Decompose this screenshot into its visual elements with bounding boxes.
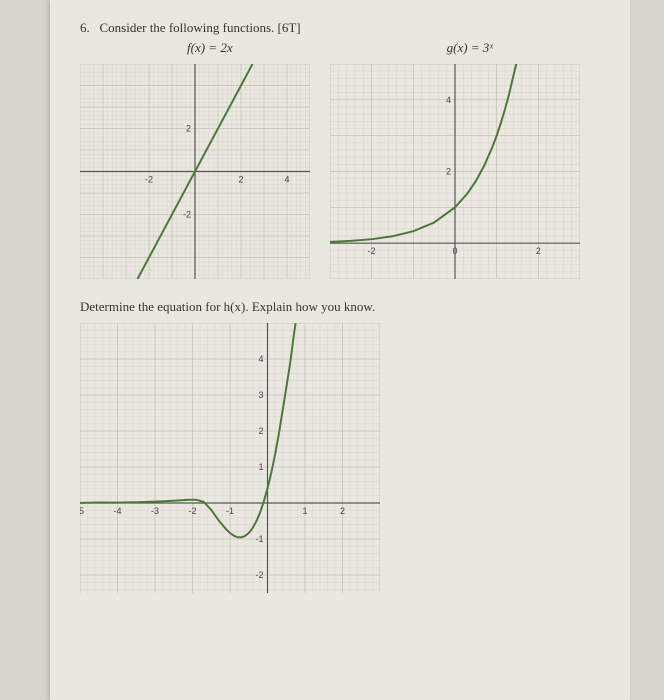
svg-text:-3: -3	[151, 506, 159, 516]
chart-g: -2 0 2 2 4	[330, 64, 580, 279]
problem-text: Consider the following functions. [6T]	[100, 20, 301, 35]
svg-text:4: 4	[258, 354, 263, 364]
svg-text:-2: -2	[368, 246, 376, 256]
svg-text:1: 1	[258, 462, 263, 472]
svg-text:2: 2	[186, 124, 191, 134]
function-f-label: f(x) = 2x	[187, 40, 233, 56]
svg-text:-1: -1	[255, 534, 263, 544]
svg-text:4: 4	[284, 175, 289, 185]
problem-header: 6. Consider the following functions. [6T…	[80, 20, 600, 36]
worksheet-page: 6. Consider the following functions. [6T…	[50, 0, 630, 700]
svg-text:2: 2	[340, 506, 345, 516]
svg-text:-2: -2	[183, 210, 191, 220]
chart-h: -5 -4 -3 -2 -1 1 2 4 3 2 1 -1 -2	[80, 323, 380, 593]
svg-text:2: 2	[536, 246, 541, 256]
functions-row: f(x) = 2x g(x) = 3ˣ	[80, 40, 600, 56]
svg-text:-2: -2	[145, 175, 153, 185]
svg-text:2: 2	[238, 175, 243, 185]
top-charts-row: -2 2 4 2 -2 -2 0 2 2 4	[80, 64, 600, 279]
chart-h-wrap: -5 -4 -3 -2 -1 1 2 4 3 2 1 -1 -2	[80, 323, 600, 593]
svg-text:-2: -2	[255, 570, 263, 580]
chart-g-wrap: -2 0 2 2 4	[330, 64, 580, 279]
svg-text:1: 1	[302, 506, 307, 516]
chart-f: -2 2 4 2 -2	[80, 64, 310, 279]
svg-text:-5: -5	[80, 506, 84, 516]
svg-text:0: 0	[452, 246, 457, 256]
function-g-label: g(x) = 3ˣ	[447, 40, 493, 56]
svg-text:-1: -1	[226, 506, 234, 516]
svg-text:-2: -2	[188, 506, 196, 516]
svg-text:-4: -4	[113, 506, 121, 516]
chart-f-wrap: -2 2 4 2 -2	[80, 64, 310, 279]
svg-text:4: 4	[446, 95, 451, 105]
sub-question: Determine the equation for h(x). Explain…	[80, 299, 600, 315]
svg-text:2: 2	[446, 167, 451, 177]
problem-number: 6.	[80, 20, 90, 35]
svg-text:2: 2	[258, 426, 263, 436]
svg-text:3: 3	[258, 390, 263, 400]
